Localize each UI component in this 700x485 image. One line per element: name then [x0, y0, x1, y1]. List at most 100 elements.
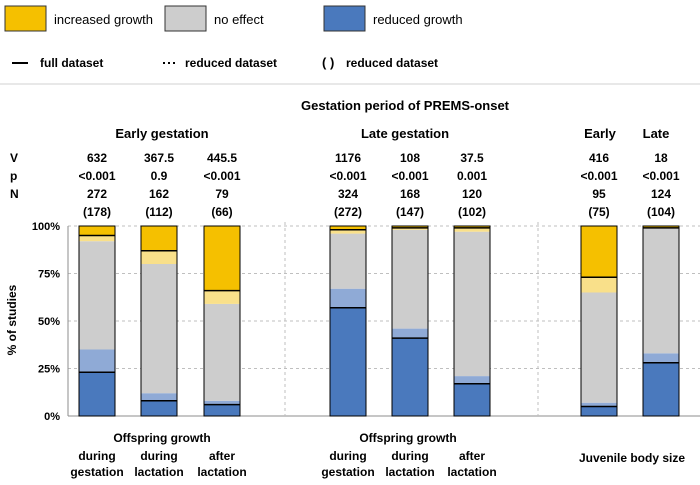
- chart-title: Gestation period of PREMS-onset: [301, 98, 510, 113]
- x-tick-label: during: [391, 449, 428, 463]
- bar-segment-increased: [581, 226, 617, 278]
- legend-label-increased: increased growth: [54, 12, 153, 27]
- bar-segment-reduced: [454, 383, 490, 416]
- x-tick-label: during: [78, 449, 115, 463]
- x-tick-label: after: [209, 449, 235, 463]
- bar-stat-label: 124: [651, 187, 671, 201]
- bar-segment-increased: [392, 226, 428, 228]
- bar-segment-increased: [454, 226, 490, 228]
- bar-stat-label: 0.9: [151, 169, 168, 183]
- group-sublabel-late: Offspring growth: [359, 431, 456, 445]
- group-label-late-gestation: Late gestation: [361, 126, 449, 141]
- legend-label-reduced-dataset-dotted: reduced dataset: [185, 56, 277, 70]
- bar-outline: [453, 225, 491, 417]
- legend-swatch-no-effect: [164, 5, 207, 32]
- x-tick-label: lactation: [385, 465, 434, 479]
- bar-segment-reduced-reduced-dataset: [643, 353, 679, 363]
- bar-stat-label: (75): [588, 205, 609, 219]
- x-tick-label: during: [329, 449, 366, 463]
- bar-outline: [642, 225, 680, 417]
- bar-stat-label: 632: [87, 151, 107, 165]
- bar-segment-increased: [141, 226, 177, 251]
- bar-segment-reduced-reduced-dataset: [141, 393, 177, 401]
- bar-segment-reduced-reduced-dataset: [581, 402, 617, 407]
- bar-segment-increased-reduced-dataset: [454, 227, 490, 232]
- legend-label-no-effect: no effect: [214, 12, 264, 27]
- legend-swatch-increased: [4, 5, 47, 32]
- legend-parentheses-symbol: ( ): [322, 55, 334, 70]
- bar-stat-label: (66): [211, 205, 232, 219]
- bar-stat-label: 95: [592, 187, 606, 201]
- y-axis-label: % of studies: [5, 284, 19, 355]
- legend-label-reduced-dataset-paren: reduced dataset: [346, 56, 438, 70]
- bar-stat-label: 79: [215, 187, 229, 201]
- bar-stat-label: 37.5: [460, 151, 484, 165]
- bar-stat-label: (112): [145, 205, 172, 219]
- x-tick-label: during: [140, 449, 177, 463]
- bar-segment-no-effect: [392, 229, 428, 329]
- bar-segment-no-effect: [204, 303, 240, 401]
- bar-stat-label: 120: [462, 187, 482, 201]
- y-tick-label: 0%: [44, 411, 60, 423]
- bar-stat-label: (102): [458, 205, 486, 219]
- bar-outline: [329, 225, 367, 417]
- stat-label-n: N: [10, 187, 19, 201]
- bar-stat-label: <0.001: [78, 169, 115, 183]
- bar-outline: [78, 225, 116, 417]
- y-tick-label: 75%: [38, 269, 60, 281]
- stat-label-p: p: [10, 169, 17, 183]
- x-tick-label: lactation: [134, 465, 183, 479]
- bar-stat-label: (104): [647, 205, 675, 219]
- bar-stat-label: 162: [149, 187, 169, 201]
- group-label-early: Early: [584, 126, 617, 141]
- bar-segment-increased: [204, 226, 240, 291]
- bar-segment-reduced: [204, 404, 240, 416]
- bar-stat-label: <0.001: [580, 169, 617, 183]
- group-sublabel-juvenile: Juvenile body size: [579, 451, 685, 465]
- bar-stat-label: 0.001: [457, 169, 487, 183]
- y-tick-label: 100%: [32, 221, 60, 233]
- bar-segment-increased-reduced-dataset: [141, 250, 177, 264]
- bar-stat-label: <0.001: [203, 169, 240, 183]
- bar-segment-increased-reduced-dataset: [581, 277, 617, 293]
- bar-segment-reduced-reduced-dataset: [454, 376, 490, 384]
- bar-segment-no-effect: [454, 231, 490, 377]
- bar-segment-increased-reduced-dataset: [392, 227, 428, 230]
- bar-segment-increased: [330, 226, 366, 230]
- x-tick-label: lactation: [447, 465, 496, 479]
- group-label-late: Late: [643, 126, 670, 141]
- bar-stat-label: 18: [654, 151, 668, 165]
- bar-stat-label: <0.001: [642, 169, 679, 183]
- bar-segment-no-effect: [141, 264, 177, 394]
- bar-stat-label: 272: [87, 187, 107, 201]
- bar-segment-no-effect: [330, 233, 366, 289]
- bar-segment-reduced: [643, 362, 679, 416]
- bar-segment-increased-reduced-dataset: [330, 229, 366, 234]
- bar-stat-label: 367.5: [144, 151, 174, 165]
- bar-segment-increased-reduced-dataset: [204, 290, 240, 304]
- bar-segment-reduced: [581, 406, 617, 416]
- bar-segment-reduced: [141, 400, 177, 416]
- bar-segment-no-effect: [643, 227, 679, 354]
- bar-segment-no-effect: [581, 292, 617, 403]
- bar-outline: [140, 225, 178, 417]
- x-tick-label: gestation: [70, 465, 123, 479]
- x-tick-label: lactation: [197, 465, 246, 479]
- bar-segment-reduced-reduced-dataset: [392, 328, 428, 339]
- bar-segment-increased-reduced-dataset: [79, 235, 115, 242]
- y-tick-label: 25%: [38, 364, 60, 376]
- stat-label-v: V: [10, 151, 18, 165]
- bar-segment-reduced-reduced-dataset: [330, 288, 366, 308]
- group-label-early-gestation: Early gestation: [115, 126, 208, 141]
- bar-stat-label: 324: [338, 187, 358, 201]
- bar-stat-label: 445.5: [207, 151, 237, 165]
- y-tick-label: 50%: [38, 316, 60, 328]
- bar-segment-reduced-reduced-dataset: [204, 400, 240, 405]
- bar-stat-label: 1176: [335, 151, 361, 165]
- plot-area: 0% 25% 50% 75% 100% 632 <0.001 272 (178) 367.5 0.9…: [32, 151, 700, 479]
- bar-segment-reduced-reduced-dataset: [79, 349, 115, 373]
- bar-stat-label: 108: [400, 151, 420, 165]
- bar-segment-reduced: [79, 372, 115, 416]
- bar-stat-label: 168: [400, 187, 420, 201]
